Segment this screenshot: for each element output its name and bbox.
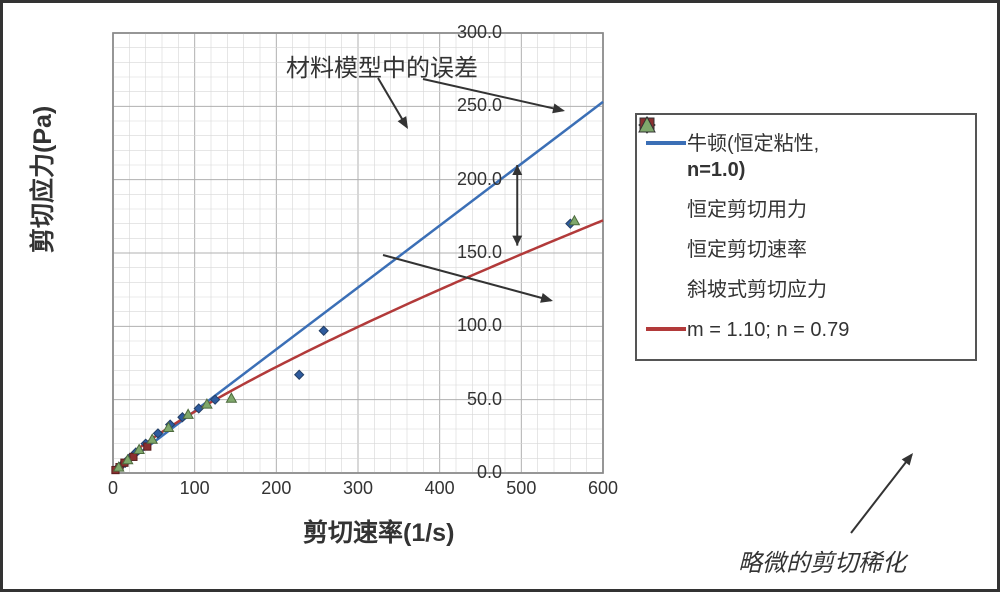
legend-item: 恒定剪切用力	[645, 197, 967, 223]
legend-label: 牛顿(恒定粘性,n=1.0)	[687, 131, 967, 183]
legend-swatch	[645, 237, 687, 261]
legend-swatch	[645, 197, 687, 221]
y-tick: 100.0	[442, 315, 502, 336]
plot-svg	[113, 33, 603, 473]
legend-box: 牛顿(恒定粘性,n=1.0) 恒定剪切用力恒定剪切速率斜坡式剪切应力 m = 1.1…	[635, 113, 977, 361]
chart-frame: 剪切应力(Pa) 剪切速率(1/s) 0.050.0100.0150.0200.…	[0, 0, 1000, 592]
x-axis-label: 剪切速率(1/s)	[303, 513, 454, 549]
legend-item: 斜坡式剪切应力	[645, 277, 967, 303]
x-tick: 500	[501, 478, 541, 499]
legend-label: 恒定剪切速率	[687, 237, 967, 263]
y-tick: 300.0	[442, 22, 502, 43]
x-tick: 200	[256, 478, 296, 499]
legend-item: 恒定剪切速率	[645, 237, 967, 263]
x-tick: 400	[420, 478, 460, 499]
legend-label: m = 1.10; n = 0.79	[687, 317, 967, 343]
legend-label: 恒定剪切用力	[687, 197, 967, 223]
x-tick: 300	[338, 478, 378, 499]
y-tick: 150.0	[442, 242, 502, 263]
x-tick: 600	[583, 478, 623, 499]
y-tick: 250.0	[442, 95, 502, 116]
y-tick: 50.0	[442, 389, 502, 410]
legend-item: m = 1.10; n = 0.79	[645, 317, 967, 343]
annotation-shear-thinning: 略微的剪切稀化	[738, 543, 906, 578]
x-tick: 0	[93, 478, 133, 499]
annotation-model-error: 材料模型中的误差	[286, 48, 478, 83]
plot-area	[113, 33, 603, 473]
y-tick: 200.0	[442, 169, 502, 190]
y-axis-label: 剪切应力(Pa)	[23, 106, 59, 253]
legend-swatch	[645, 277, 687, 301]
legend-label: 斜坡式剪切应力	[687, 277, 967, 303]
legend-swatch	[645, 317, 687, 341]
x-tick: 100	[175, 478, 215, 499]
legend-item: 牛顿(恒定粘性,n=1.0)	[645, 131, 967, 183]
